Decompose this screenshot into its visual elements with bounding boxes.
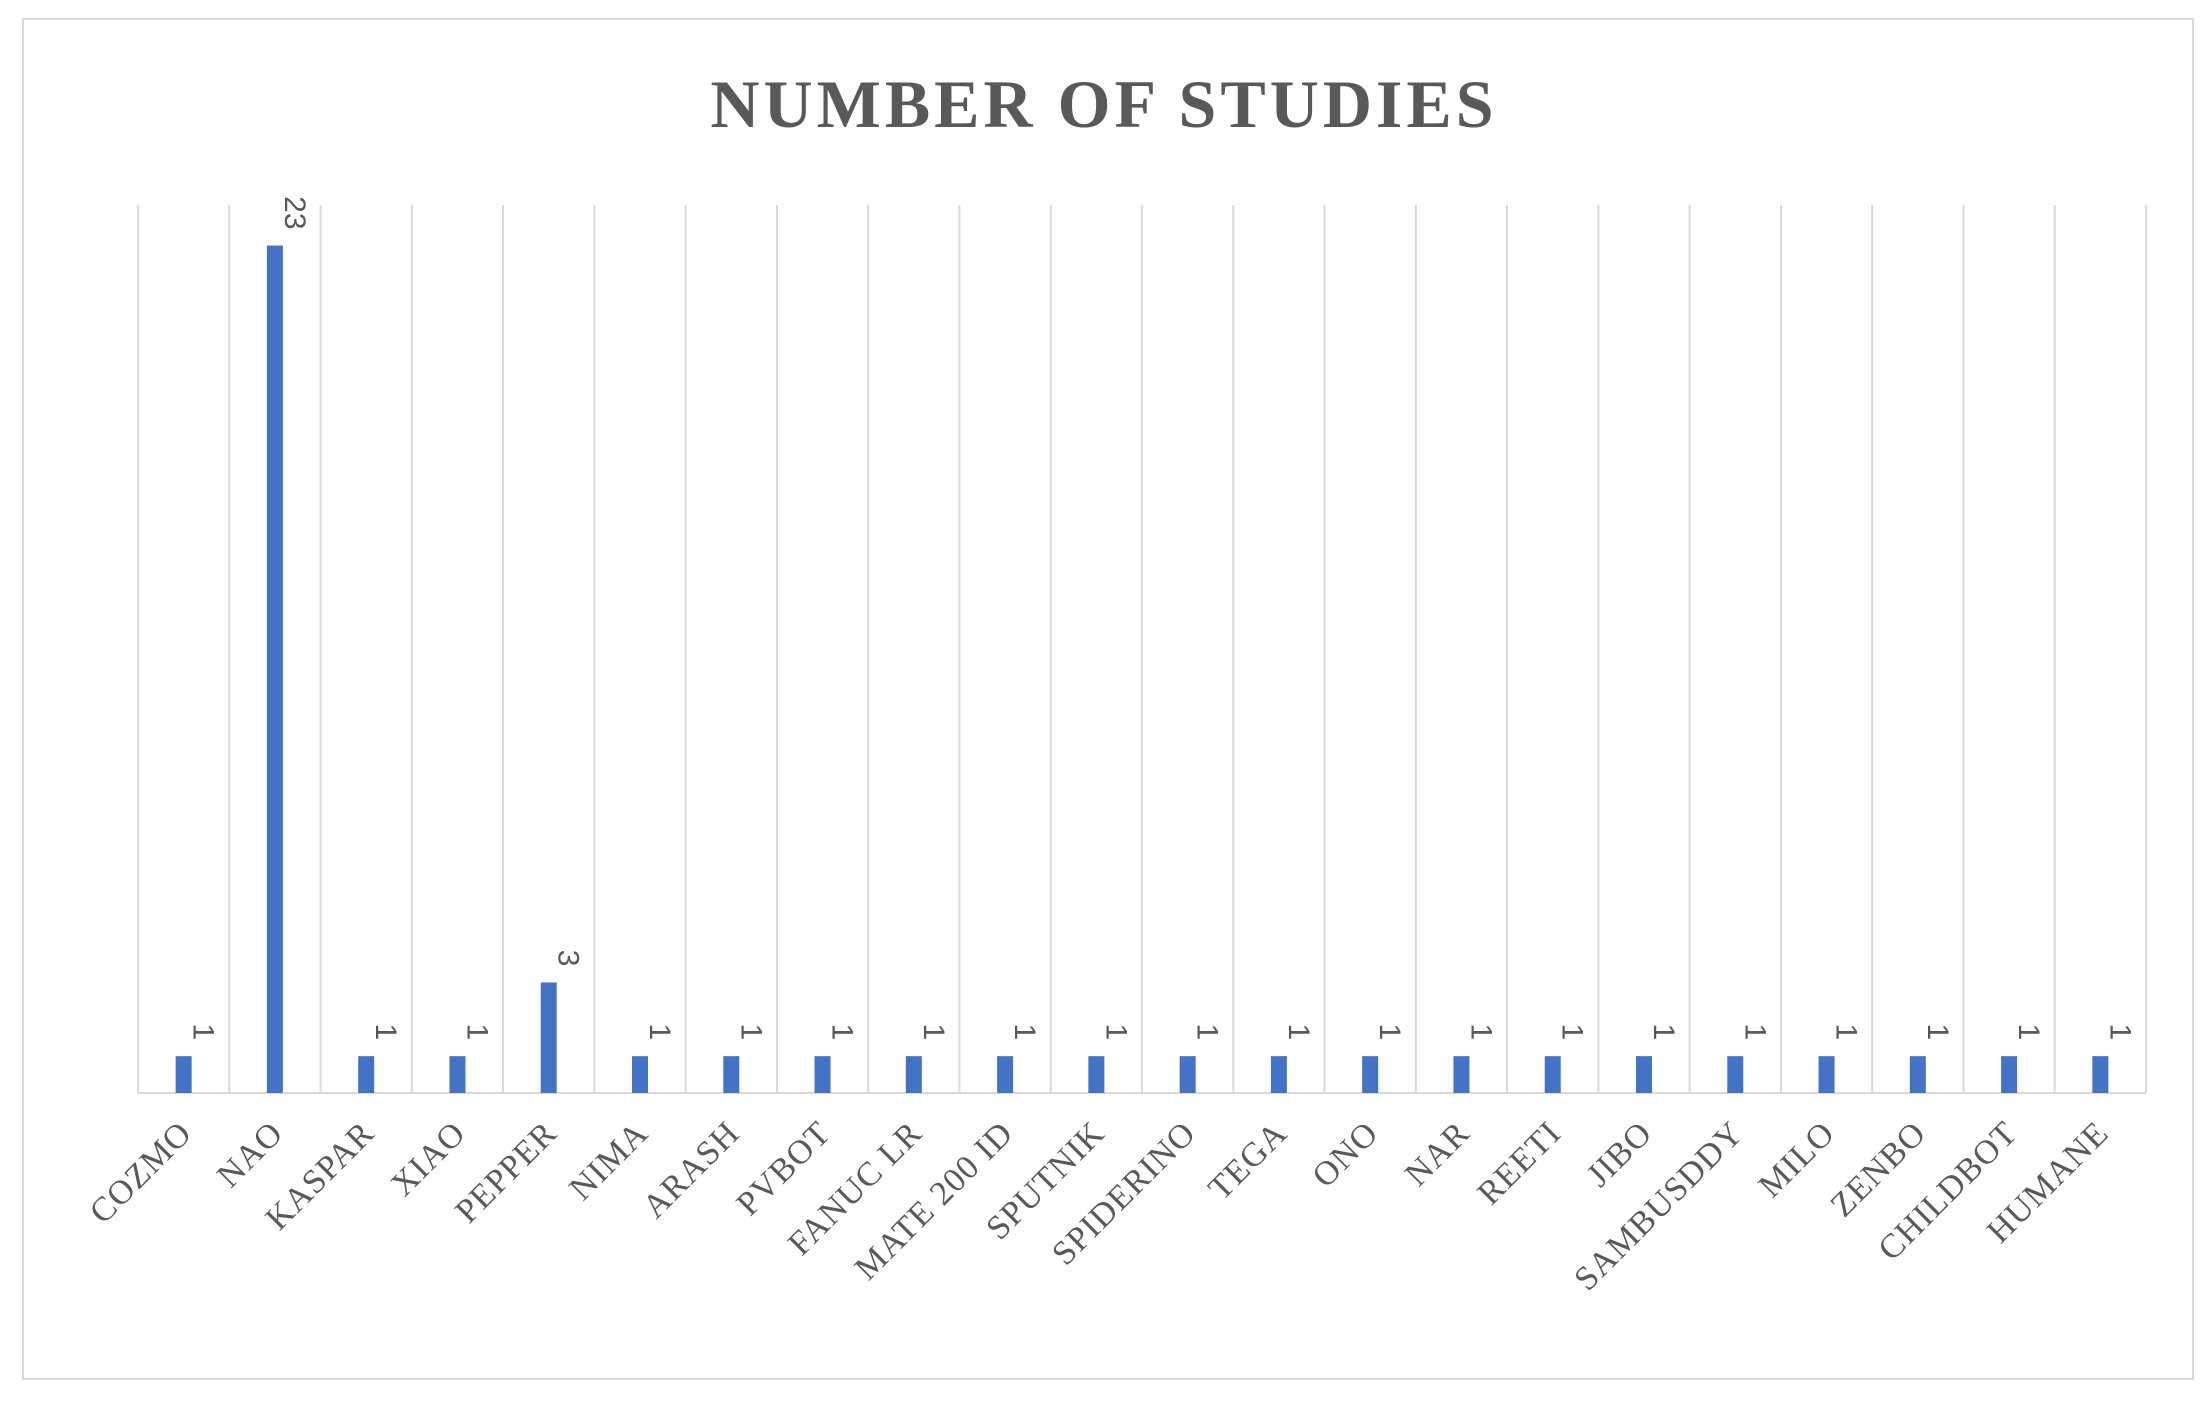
data-label: 1 xyxy=(1008,1023,1041,1040)
bar xyxy=(1088,1056,1105,1093)
data-labels: 1 23 1 1 3 1 1 1 1 1 1 1 1 1 1 1 1 1 1 1 1 1 xyxy=(187,196,2137,1040)
data-label: 1 xyxy=(1373,1023,1406,1040)
bar xyxy=(632,1056,648,1093)
category-label: ONO xyxy=(1305,1114,1385,1194)
data-label: 1 xyxy=(1647,1023,1680,1040)
chart-title: NUMBER OF STUDIES xyxy=(710,66,1497,142)
bar xyxy=(449,1056,466,1093)
bar xyxy=(1453,1056,1470,1093)
bar xyxy=(1818,1056,1835,1093)
data-label: 1 xyxy=(643,1023,676,1040)
bar xyxy=(358,1056,375,1093)
data-label: 1 xyxy=(826,1023,859,1040)
data-label: 3 xyxy=(552,950,585,967)
category-label: JIBO xyxy=(1580,1114,1660,1194)
bar xyxy=(814,1056,831,1093)
data-label: 1 xyxy=(1282,1023,1315,1040)
bar xyxy=(1636,1056,1652,1093)
bar xyxy=(175,1056,192,1093)
data-label: 1 xyxy=(1556,1023,1589,1040)
category-label: SAMBUSDDY xyxy=(1567,1114,1750,1297)
bar xyxy=(1909,1056,1926,1093)
bar xyxy=(997,1056,1014,1093)
data-label: 23 xyxy=(278,196,311,229)
grid-lines xyxy=(137,205,2147,1094)
category-label: COZMO xyxy=(83,1114,200,1231)
bar xyxy=(266,245,283,1093)
chart-frame xyxy=(22,18,2194,1380)
bar xyxy=(2092,1056,2109,1093)
category-label: MILO xyxy=(1752,1114,1842,1204)
category-label: MATE 200 ID xyxy=(848,1114,1021,1287)
bar xyxy=(2001,1056,2018,1093)
bar xyxy=(1362,1056,1379,1093)
bar xyxy=(1179,1056,1196,1093)
data-label: 1 xyxy=(1921,1023,1954,1040)
category-label: NAR xyxy=(1398,1114,1477,1193)
category-label: ARASH xyxy=(636,1114,747,1225)
category-label: XIAO xyxy=(384,1114,473,1203)
data-label: 1 xyxy=(2103,1023,2136,1040)
category-label: TEGA xyxy=(1201,1114,1294,1207)
data-label: 1 xyxy=(734,1023,767,1040)
bar xyxy=(905,1056,922,1093)
bar xyxy=(1544,1056,1561,1093)
data-label: 1 xyxy=(1738,1023,1771,1040)
bar xyxy=(540,982,557,1093)
bars xyxy=(175,245,2109,1093)
data-label: 1 xyxy=(1191,1023,1224,1040)
data-label: 1 xyxy=(369,1023,402,1040)
data-label: 1 xyxy=(2012,1023,2045,1040)
category-label: NAO xyxy=(210,1114,290,1194)
data-label: 1 xyxy=(187,1023,220,1040)
data-label: 1 xyxy=(1099,1023,1132,1040)
bar xyxy=(1727,1056,1744,1093)
data-label: 1 xyxy=(1830,1023,1863,1040)
data-label: 1 xyxy=(917,1023,950,1040)
data-label: 1 xyxy=(1464,1023,1497,1040)
category-label: PEPPER xyxy=(448,1114,564,1230)
category-label: REETI xyxy=(1471,1114,1569,1212)
data-label: 1 xyxy=(460,1023,493,1040)
bar xyxy=(723,1056,740,1093)
bar xyxy=(1270,1056,1287,1093)
